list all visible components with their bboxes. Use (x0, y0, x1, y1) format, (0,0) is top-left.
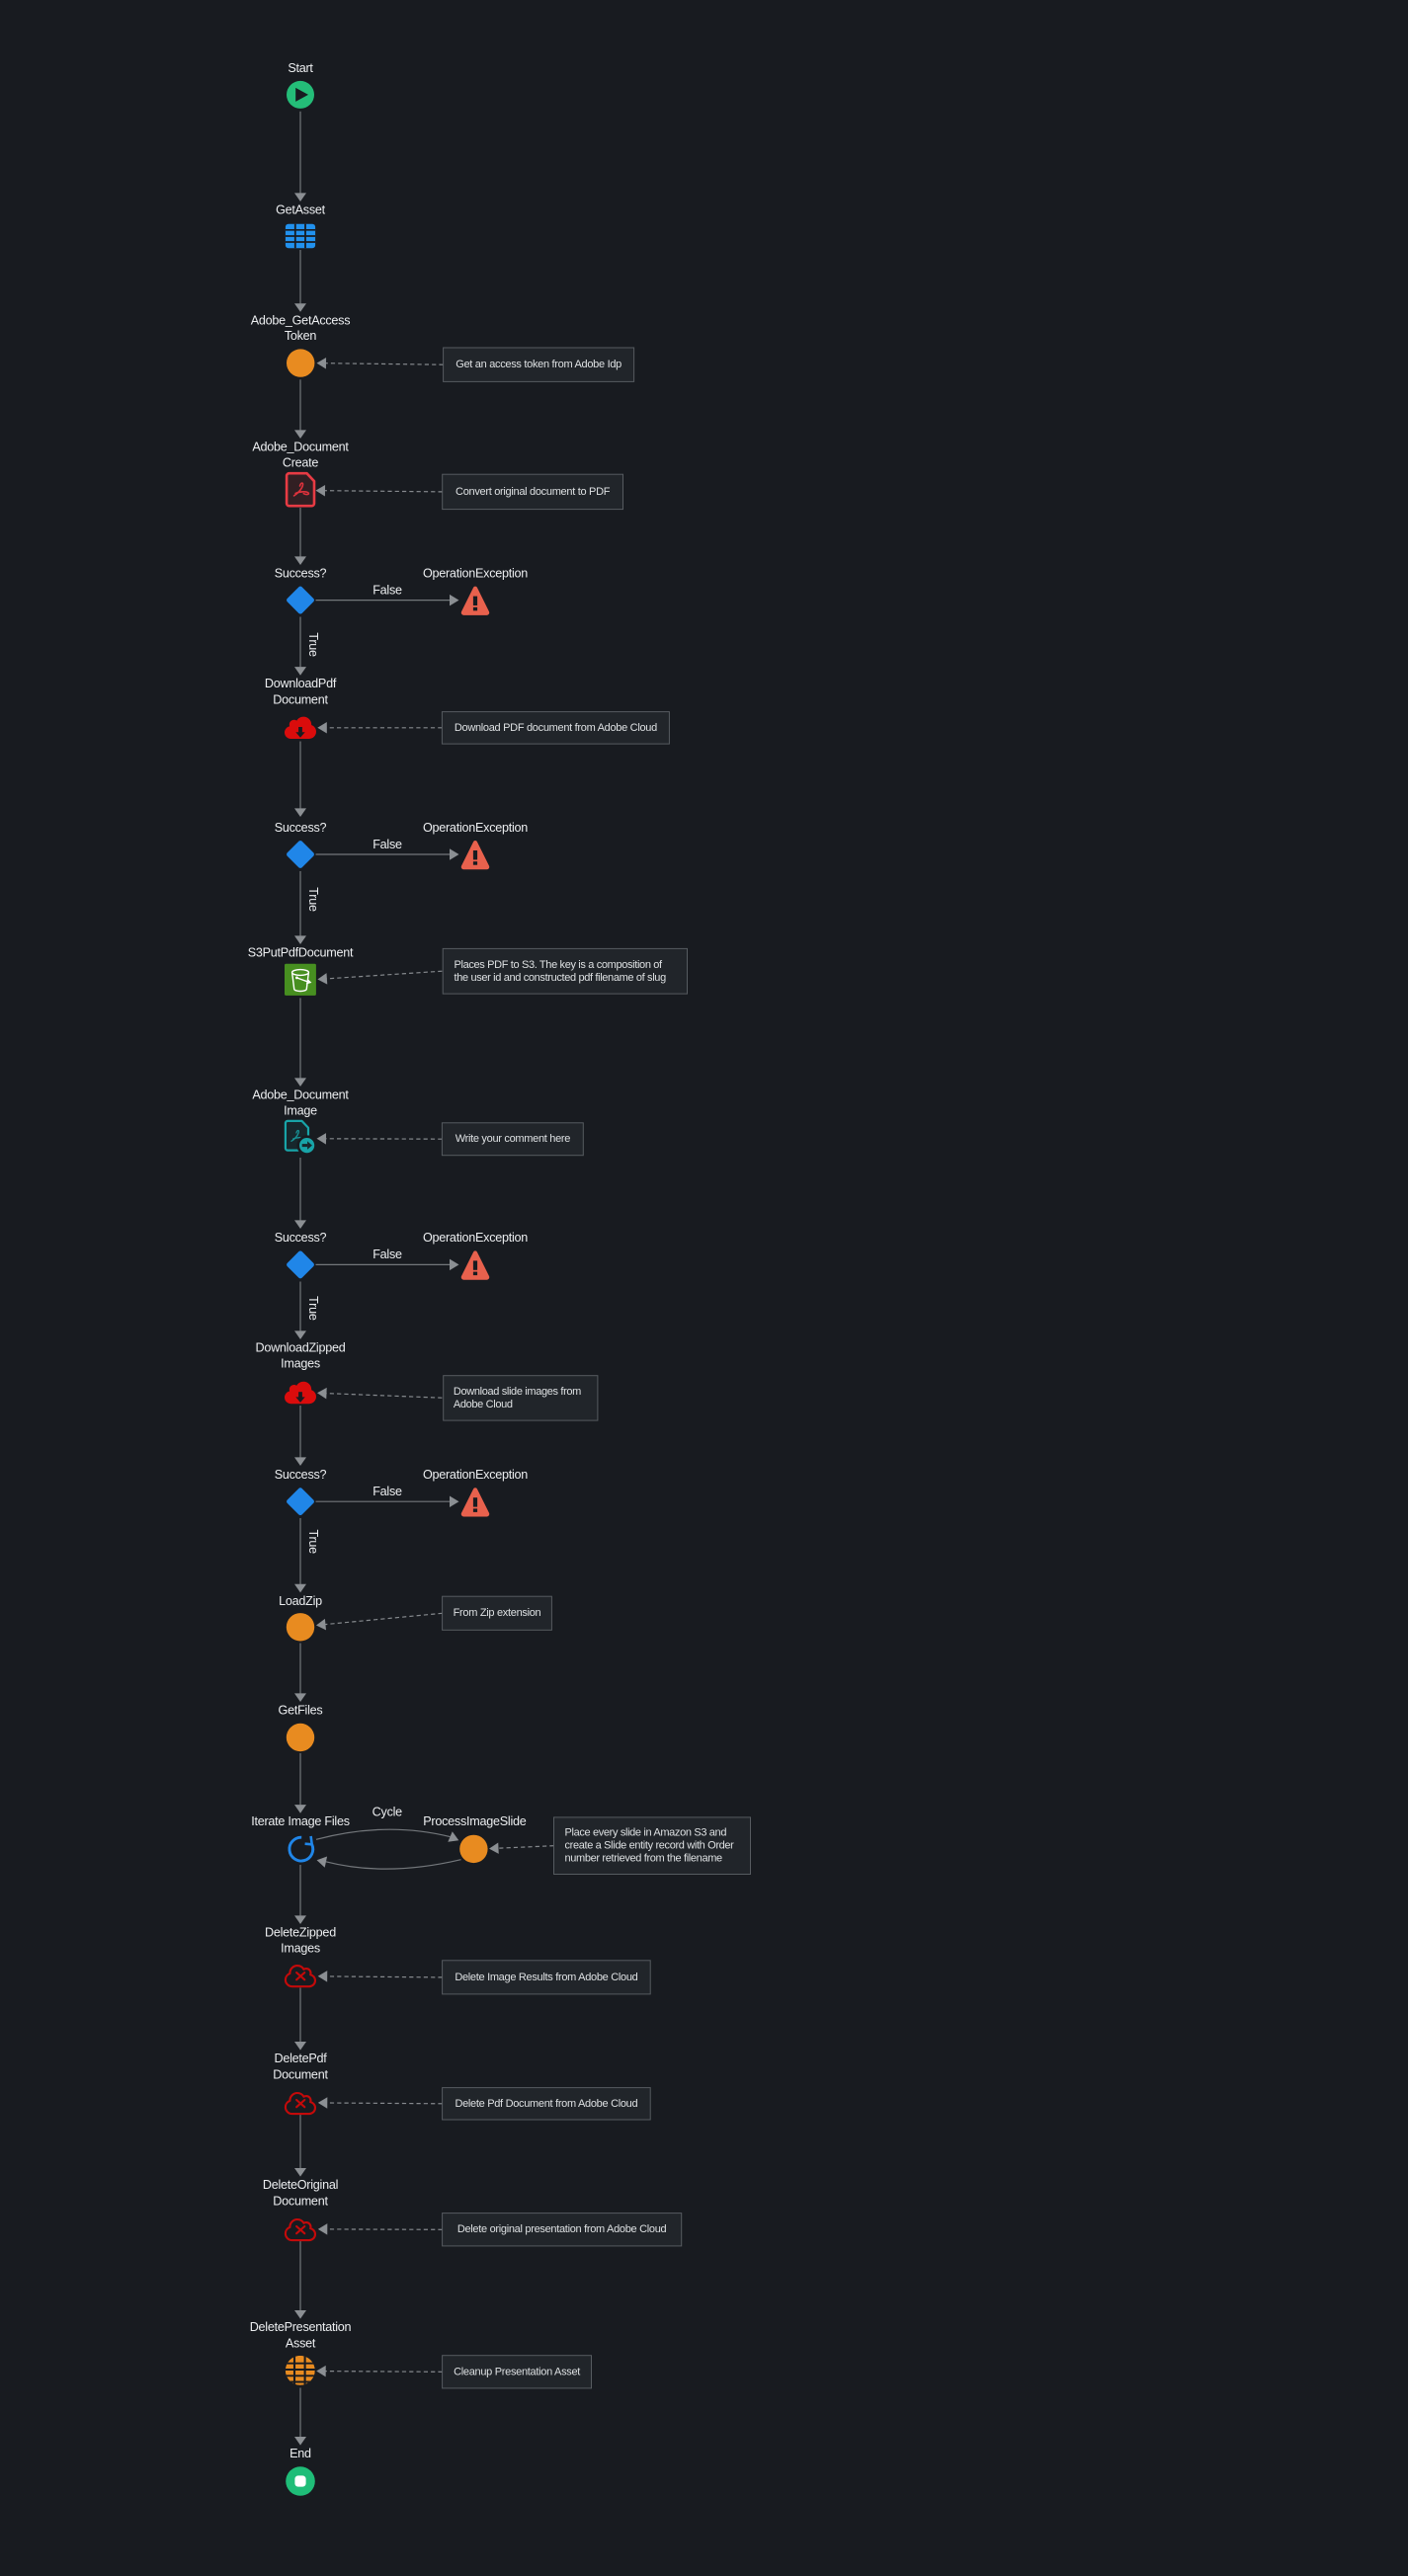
svg-text:ProcessImageSlide: ProcessImageSlide (423, 1814, 526, 1828)
svg-text:Success?: Success? (275, 821, 327, 835)
svg-text:DeletePresentation: DeletePresentation (250, 2320, 352, 2334)
svg-text:Start: Start (288, 61, 313, 75)
svg-text:DownloadPdf: DownloadPdf (265, 677, 337, 690)
svg-text:Delete Pdf Document from Adobe: Delete Pdf Document from Adobe Cloud (455, 2098, 637, 2110)
svg-text:Success?: Success? (275, 1468, 327, 1482)
svg-text:False: False (373, 838, 402, 851)
svg-text:True: True (306, 1296, 320, 1321)
svg-text:Success?: Success? (275, 1231, 327, 1245)
svg-text:the user id and constructed pd: the user id and constructed pdf filename… (455, 972, 667, 984)
svg-text:Download PDF document from Ado: Download PDF document from Adobe Cloud (455, 722, 657, 734)
svg-text:End: End (290, 2447, 311, 2460)
svg-text:Write your comment here: Write your comment here (456, 1133, 571, 1145)
svg-text:Delete Image Results from Adob: Delete Image Results from Adobe Cloud (455, 1972, 637, 1983)
svg-text:Convert original document to P: Convert original document to PDF (456, 486, 611, 498)
svg-text:number retrieved from the file: number retrieved from the filename (565, 1853, 723, 1865)
svg-text:Create: Create (283, 456, 319, 470)
svg-text:Document: Document (273, 692, 328, 706)
svg-text:Adobe Cloud: Adobe Cloud (454, 1399, 513, 1410)
svg-text:Adobe_Document: Adobe_Document (252, 1087, 349, 1101)
svg-text:False: False (373, 583, 402, 597)
svg-text:create a Slide entity record w: create a Slide entity record with Order (565, 1840, 735, 1852)
svg-text:OperationException: OperationException (423, 1231, 528, 1245)
svg-text:Get an access token from Adobe: Get an access token from Adobe Idp (456, 359, 621, 370)
svg-text:OperationException: OperationException (423, 566, 528, 580)
svg-text:True: True (306, 1529, 320, 1554)
svg-text:Places PDF to S3. The key is a: Places PDF to S3. The key is a compositi… (455, 959, 664, 971)
svg-text:Delete original presentation f: Delete original presentation from Adobe … (457, 2223, 667, 2235)
svg-text:Images: Images (281, 1357, 320, 1371)
svg-text:Adobe_GetAccess: Adobe_GetAccess (251, 313, 351, 327)
svg-text:Images: Images (281, 1942, 320, 1956)
svg-text:Download slide images from: Download slide images from (454, 1386, 581, 1398)
svg-text:False: False (373, 1248, 402, 1261)
svg-text:Cleanup Presentation Asset: Cleanup Presentation Asset (454, 2366, 580, 2377)
svg-text:True: True (306, 632, 320, 657)
svg-text:True: True (306, 887, 320, 912)
svg-text:Token: Token (285, 329, 317, 343)
svg-text:OperationException: OperationException (423, 821, 528, 835)
svg-text:Asset: Asset (286, 2336, 316, 2350)
svg-text:S3PutPdfDocument: S3PutPdfDocument (248, 946, 354, 960)
svg-text:False: False (373, 1485, 402, 1498)
svg-text:LoadZip: LoadZip (279, 1594, 322, 1608)
svg-text:GetFiles: GetFiles (279, 1704, 323, 1718)
svg-text:Image: Image (284, 1103, 317, 1117)
svg-text:Iterate Image Files: Iterate Image Files (251, 1814, 350, 1828)
svg-text:Success?: Success? (275, 566, 327, 580)
svg-text:DownloadZipped: DownloadZipped (255, 1341, 345, 1355)
svg-text:Document: Document (273, 2067, 328, 2081)
svg-text:DeletePdf: DeletePdf (274, 2052, 327, 2065)
svg-text:From Zip extension: From Zip extension (454, 1607, 541, 1619)
svg-text:Cycle: Cycle (373, 1805, 402, 1818)
svg-text:Adobe_Document: Adobe_Document (252, 441, 349, 454)
svg-text:Document: Document (273, 2194, 328, 2208)
svg-text:DeleteOriginal: DeleteOriginal (263, 2178, 338, 2192)
svg-text:Place every slide in Amazon S3: Place every slide in Amazon S3 and (565, 1827, 727, 1839)
svg-text:OperationException: OperationException (423, 1468, 528, 1482)
svg-text:GetAsset: GetAsset (276, 202, 326, 216)
svg-text:DeleteZipped: DeleteZipped (265, 1926, 336, 1940)
